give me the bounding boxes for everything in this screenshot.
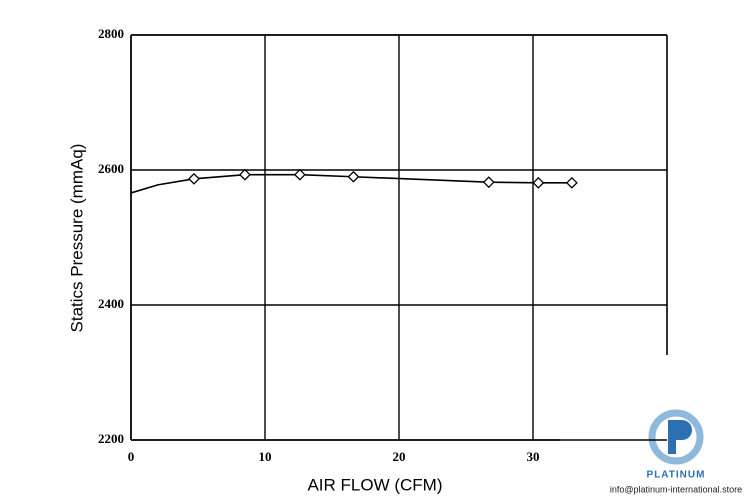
watermark: PLATINUM info@platinum-international.sto… [610, 409, 742, 494]
email: info@platinum-international.store [610, 484, 742, 494]
brand: PLATINUM [647, 470, 706, 481]
x-tick-label: 30 [527, 449, 540, 464]
logo-p [668, 420, 692, 454]
marker [482, 176, 495, 189]
logo-ring [648, 409, 704, 465]
y-tick-label: 2400 [98, 296, 124, 311]
y-tick-label: 2600 [98, 161, 124, 176]
marker [238, 168, 251, 181]
marker [188, 172, 200, 185]
x-axis-title: AIR FLOW (CFM) [307, 475, 442, 494]
x-tick-label: 0 [128, 449, 135, 464]
y-axis-title: Statics Pressure (mmAq) [67, 144, 86, 333]
marker [565, 176, 578, 189]
marker [293, 168, 306, 181]
marker [347, 170, 360, 183]
x-tick-label: 20 [393, 449, 406, 464]
marker [532, 176, 545, 189]
y-tick-label: 2800 [98, 26, 124, 41]
x-tick-label: 10 [259, 449, 272, 464]
y-tick-label: 2200 [98, 431, 124, 446]
